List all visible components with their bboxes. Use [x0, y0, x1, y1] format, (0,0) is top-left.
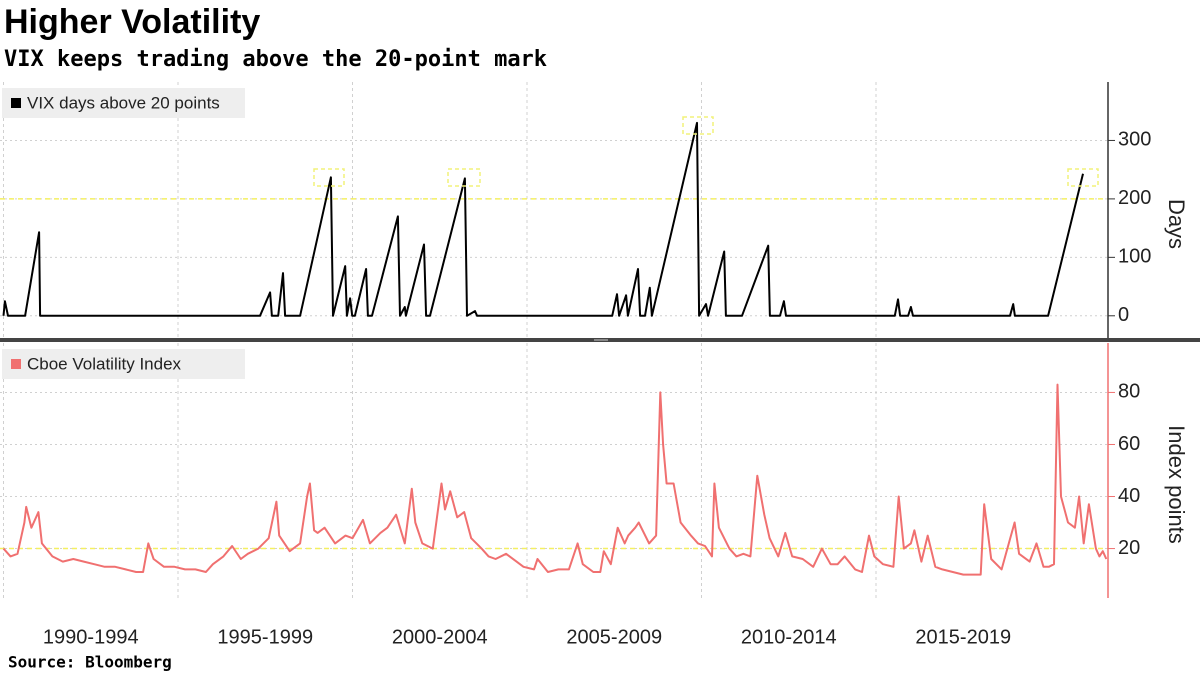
- chart-title: Higher Volatility: [4, 3, 260, 41]
- x-tick-label: 1990-1994: [43, 626, 139, 648]
- highlight-box: [313, 168, 345, 187]
- y-tick-label: 300: [1118, 129, 1151, 151]
- legend: Cboe Volatility Index: [2, 349, 245, 379]
- legend-swatch: [11, 98, 21, 108]
- x-tick-label: 2000-2004: [392, 626, 488, 648]
- y-axis-title: Index points: [1164, 425, 1189, 544]
- x-tick-label: 2005-2009: [566, 626, 662, 648]
- x-tick-label: 2010-2014: [741, 626, 837, 648]
- legend-box: [2, 88, 245, 118]
- legend-label: VIX days above 20 points: [27, 93, 220, 112]
- y-tick-label: 20: [1118, 537, 1140, 559]
- divider-handle: [594, 339, 608, 341]
- highlight-box: [447, 168, 481, 187]
- y-axis-title: Days: [1164, 199, 1189, 249]
- y-tick-label: 0: [1118, 304, 1129, 326]
- x-tick-label: 1995-1999: [217, 626, 313, 648]
- series-line: [2, 121, 1084, 317]
- legend-label: Cboe Volatility Index: [27, 354, 182, 373]
- y-tick-label: 60: [1118, 433, 1140, 455]
- chart-subtitle: VIX keeps trading above the 20-point mar…: [4, 47, 547, 72]
- highlights: [313, 116, 1099, 187]
- legend-box: [2, 349, 245, 379]
- x-tick-label: 2015-2019: [915, 626, 1011, 648]
- series-line: [2, 383, 1108, 576]
- y-tick-label: 80: [1118, 381, 1140, 403]
- legend: VIX days above 20 points: [2, 88, 245, 118]
- legend-swatch: [11, 359, 21, 369]
- highlight-box: [682, 116, 714, 135]
- y-tick-label: 200: [1118, 187, 1151, 209]
- y-tick-label: 100: [1118, 246, 1151, 268]
- source: Source: Bloomberg: [8, 653, 172, 672]
- highlight-box: [1067, 168, 1099, 187]
- y-tick-label: 40: [1118, 485, 1140, 507]
